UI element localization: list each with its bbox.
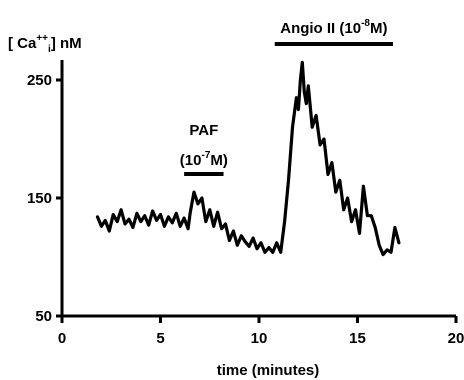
- annotations: PAF (10-7M) Angio II (10-8M): [180, 18, 393, 176]
- calcium-trace-line: [95, 60, 401, 257]
- y-tick-label: 150: [27, 190, 52, 207]
- x-ticks: 0 5 10 15 20: [58, 316, 464, 347]
- x-tick-label: 5: [156, 330, 164, 347]
- y-ticks: 50 150 250: [27, 72, 62, 325]
- x-tick-label: 20: [448, 330, 464, 347]
- y-tick-label: 250: [27, 72, 52, 89]
- axes: [60, 60, 456, 318]
- annotation-label: PAF: [189, 122, 218, 139]
- y-axis-title: [ Ca++i] nM: [8, 33, 82, 55]
- x-axis-title: time (minutes): [217, 362, 320, 379]
- annotation-label: Angio II (10-8M): [280, 18, 387, 37]
- x-tick-label: 15: [349, 330, 366, 347]
- x-tick-label: 0: [58, 330, 66, 347]
- annotation-label: (10-7M): [180, 150, 228, 169]
- x-tick-label: 10: [251, 330, 268, 347]
- y-tick-label: 50: [35, 308, 52, 325]
